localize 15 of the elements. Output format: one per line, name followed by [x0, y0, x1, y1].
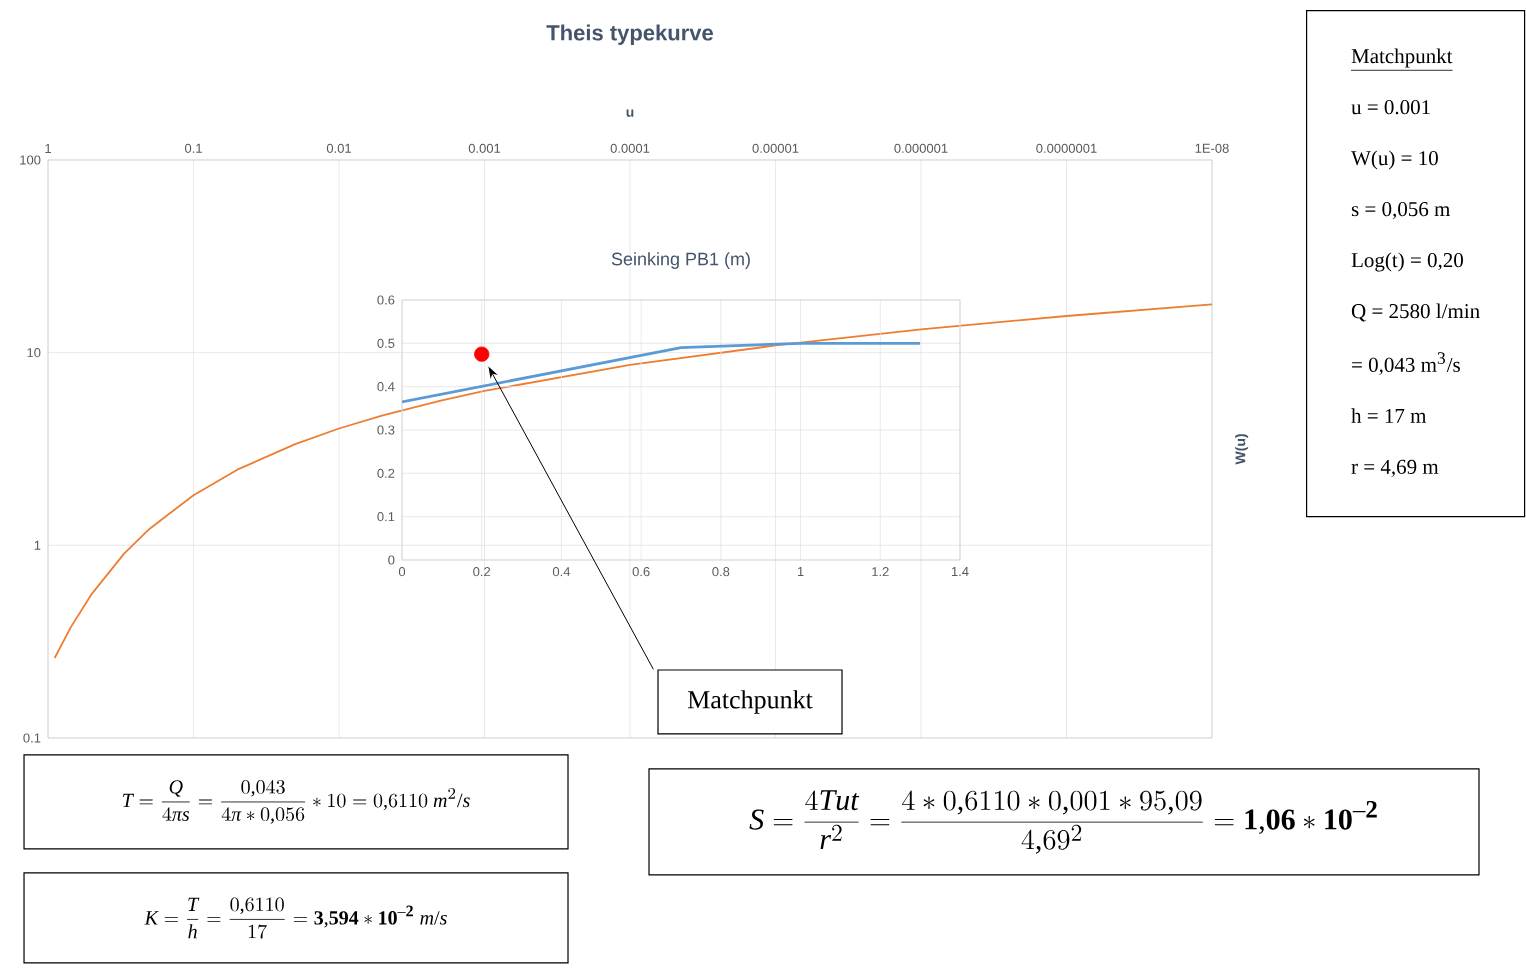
text: Q = 2580 l/min — [1351, 303, 1480, 322]
text: s = 0,056 m — [1351, 202, 1451, 220]
chart-title: Theis typekurve — [546, 24, 713, 45]
text: u = 0.001 — [1351, 100, 1430, 115]
text: $K = \frac{T}{h} = \frac{0{,}6110}{17} = \mathbf{3{,}594 * 10^{-2}}\ m/s$ — [144, 897, 447, 939]
text: $S = \frac{4Tut}{r^{2}} = \frac{4*0{,}6110*0{,}001*95{,}09}{4{,}69^{2}} = \mathbf{1{,}06 * 10^{-2}}$ — [749, 790, 1377, 854]
annotation: Matchpunkt — [687, 690, 813, 714]
chart-title: Seinking PB1 (m) — [611, 252, 750, 269]
text: h = 17 m — [1351, 408, 1427, 423]
text: $T = \frac{Q}{4\mbox{\itshape π}s} = \frac{0{,}043}{4\mbox{\itshape π} * 0{,}056} * 10 = 0{,}6110\ m^{2}/s$ — [123, 779, 470, 824]
text: r = 4,69 m — [1351, 459, 1439, 477]
text: W(u) = 10 — [1351, 150, 1438, 170]
text: Log(t) = 0,20 — [1351, 252, 1463, 272]
text: Matchpunkt — [1351, 48, 1453, 68]
text: = 0,043 m$^{3}$/s — [1352, 352, 1460, 375]
